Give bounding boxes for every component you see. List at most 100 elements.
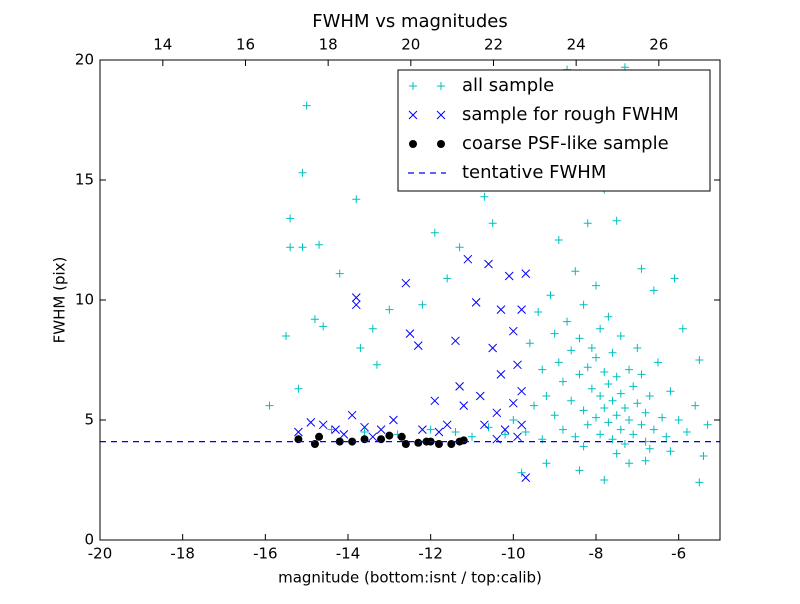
point: [583, 420, 592, 429]
point: [521, 269, 531, 278]
point: [530, 401, 538, 410]
point: [583, 219, 592, 228]
point: [492, 408, 502, 418]
y-tick-label: 15: [75, 171, 94, 189]
point: [318, 420, 328, 430]
point: [306, 418, 316, 427]
point: [645, 392, 654, 400]
point: [521, 428, 530, 436]
point: [500, 425, 510, 434]
point: [360, 428, 369, 436]
point: [480, 192, 489, 201]
point: [538, 365, 547, 374]
point: [302, 101, 311, 110]
legend-marker: [437, 140, 445, 148]
point: [592, 353, 600, 362]
legend-marker: [437, 82, 445, 90]
point: [352, 195, 361, 204]
point: [401, 440, 410, 448]
point: [442, 420, 452, 430]
point: [604, 380, 613, 388]
point: [633, 399, 642, 408]
legend: all sample sample for rough FWHM coarse PS…: [397, 69, 711, 192]
point: [534, 308, 543, 316]
point: [455, 382, 464, 391]
point: [637, 420, 646, 429]
point: [339, 430, 349, 439]
point: [319, 322, 328, 331]
point: [579, 406, 588, 415]
point: [682, 428, 691, 436]
point: [654, 358, 662, 367]
point: [575, 370, 584, 379]
point: [658, 413, 667, 422]
x2-tick-label: 24: [567, 36, 586, 54]
point: [401, 278, 411, 288]
point: [484, 259, 493, 269]
x-tick-label: -6: [671, 545, 686, 563]
point: [616, 389, 625, 398]
point: [596, 324, 605, 333]
point: [368, 324, 377, 333]
chart-title: FWHM vs magnitudes: [312, 11, 507, 32]
point: [587, 344, 596, 352]
point: [600, 404, 609, 412]
point: [575, 334, 584, 343]
point: [484, 423, 493, 432]
point: [405, 329, 415, 338]
point: [703, 420, 712, 429]
point: [488, 343, 498, 353]
point: [443, 274, 452, 283]
point: [508, 326, 518, 336]
point: [298, 243, 307, 252]
point: [434, 440, 443, 448]
point: [674, 416, 683, 424]
point: [695, 356, 704, 364]
point: [542, 392, 551, 400]
point: [348, 437, 357, 446]
point: [282, 332, 290, 340]
point: [612, 411, 621, 420]
point: [459, 436, 468, 445]
point: [629, 382, 638, 391]
point: [554, 358, 563, 367]
point: [695, 478, 704, 487]
point: [542, 459, 551, 468]
point: [645, 444, 654, 453]
point: [298, 168, 307, 177]
x-tick-label: -12: [418, 545, 443, 563]
point: [587, 384, 596, 393]
y-tick-label: 0: [84, 531, 94, 549]
point: [372, 360, 381, 369]
point: [463, 254, 473, 264]
point: [376, 425, 386, 434]
point: [567, 396, 576, 405]
legend-box: [397, 69, 711, 192]
point: [451, 336, 460, 346]
point: [641, 408, 650, 417]
point: [389, 415, 398, 425]
point: [550, 411, 559, 420]
point: [397, 432, 406, 441]
point: [385, 431, 394, 440]
point: [513, 360, 522, 370]
y-tick-label: 5: [84, 411, 94, 429]
point: [592, 413, 600, 422]
point: [625, 416, 634, 424]
point: [666, 447, 675, 456]
legend-label: coarse PSF-like sample: [462, 133, 669, 154]
x-axis-label: magnitude (bottom:isnt / top:calib): [278, 569, 542, 587]
point: [691, 401, 700, 410]
legend-marker: [408, 110, 418, 120]
point: [521, 473, 531, 482]
point: [315, 240, 324, 249]
point: [335, 437, 344, 446]
point: [517, 468, 526, 477]
point: [666, 387, 675, 396]
point: [331, 425, 340, 434]
point: [579, 442, 588, 451]
point: [459, 401, 469, 410]
x2-tick-label: 22: [484, 36, 503, 54]
point: [368, 432, 378, 442]
